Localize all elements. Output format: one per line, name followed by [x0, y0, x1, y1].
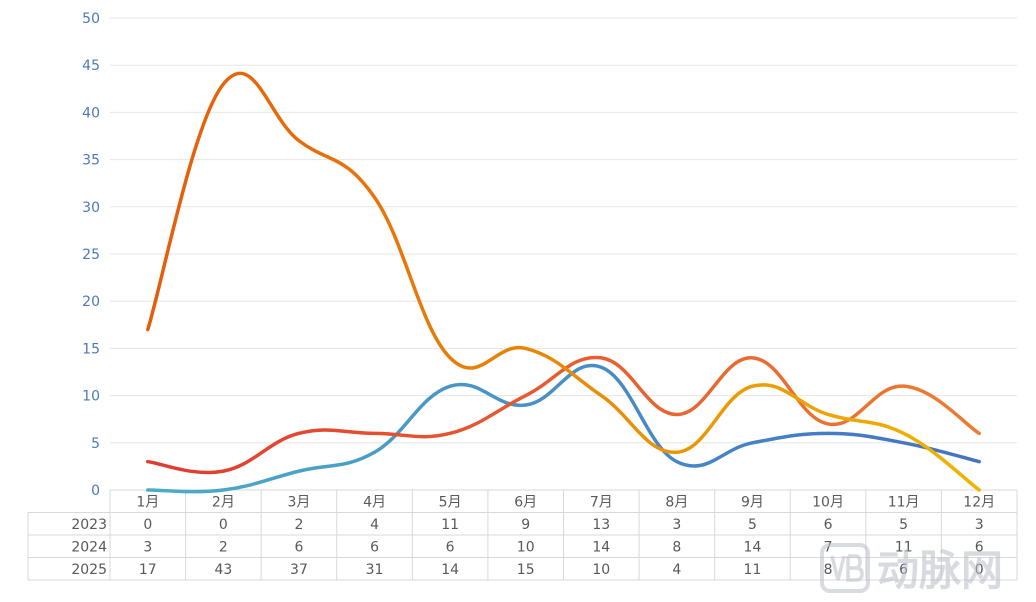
x-tick-label: 8月	[665, 494, 688, 510]
data-table-value: 15	[517, 562, 535, 578]
x-tick-label: 10月	[812, 494, 844, 510]
x-tick-label: 11月	[888, 494, 920, 510]
legend-label: 2025	[71, 562, 107, 578]
y-tick-label: 25	[82, 247, 100, 263]
x-tick-label: 3月	[287, 494, 310, 510]
data-table-value: 5	[748, 517, 757, 533]
data-table-value: 10	[517, 539, 535, 555]
data-table-value: 0	[975, 562, 984, 578]
data-table-value: 2	[219, 539, 228, 555]
x-tick-label: 7月	[590, 494, 613, 510]
series-line-2025	[146, 71, 981, 492]
y-tick-label: 35	[82, 153, 100, 169]
data-table-value: 14	[744, 539, 762, 555]
data-table-value: 6	[294, 539, 303, 555]
data-table-value: 14	[441, 562, 459, 578]
legend-label: 2023	[71, 517, 107, 533]
grid-lines	[110, 17, 1017, 444]
y-tick-label: 40	[82, 105, 100, 121]
data-table-value: 2	[294, 517, 303, 533]
y-tick-label: 5	[91, 436, 100, 452]
data-table-value: 11	[895, 539, 913, 555]
legend-label: 2024	[71, 539, 107, 555]
y-tick-label: 0	[91, 483, 100, 499]
watermark-text: 动脉网	[877, 546, 1003, 595]
data-table-value: 0	[219, 517, 228, 533]
data-table-value: 13	[592, 517, 610, 533]
y-tick-label: 10	[82, 389, 100, 405]
data-table-value: 6	[370, 539, 379, 555]
series-line-2023	[146, 363, 981, 494]
data-table-value: 11	[744, 562, 762, 578]
data-table-value: 8	[672, 539, 681, 555]
y-tick-label: 50	[82, 11, 100, 27]
data-table-value: 0	[143, 517, 152, 533]
data-table-value: 3	[143, 539, 152, 555]
data-table-value: 6	[446, 539, 455, 555]
data-table-value: 6	[824, 517, 833, 533]
data-table-value: 8	[824, 562, 833, 578]
data-table-value: 4	[370, 517, 379, 533]
y-tick-label: 20	[82, 294, 100, 310]
series-line-2024	[146, 355, 981, 475]
data-table-value: 37	[290, 562, 308, 578]
x-tick-label: 9月	[741, 494, 764, 510]
x-tick-label: 5月	[439, 494, 462, 510]
series-lines	[146, 71, 981, 494]
x-tick-label: 1月	[136, 494, 159, 510]
data-table-value: 3	[975, 517, 984, 533]
x-tick-label: 4月	[363, 494, 386, 510]
x-tick-label: 6月	[514, 494, 537, 510]
y-tick-label: 45	[82, 58, 100, 74]
data-table-value: 4	[672, 562, 681, 578]
data-table-value: 3	[672, 517, 681, 533]
data-table-value: 11	[441, 517, 459, 533]
data-table-value: 31	[366, 562, 384, 578]
watermark: 动脉网	[820, 543, 1003, 595]
y-axis-tick-labels: 0 5 10 15 20 25 30 35 40 45 50	[82, 11, 100, 499]
y-tick-label: 15	[82, 341, 100, 357]
x-tick-label: 12月	[963, 494, 995, 510]
data-table-value: 10	[592, 562, 610, 578]
data-table-value: 6	[975, 539, 984, 555]
data-table-value: 6	[899, 562, 908, 578]
data-table-value: 9	[521, 517, 530, 533]
vb-logo-icon	[820, 543, 870, 593]
data-table-value: 43	[214, 562, 232, 578]
data-table-value: 17	[139, 562, 157, 578]
y-tick-label: 30	[82, 200, 100, 216]
data-table-value: 5	[899, 517, 908, 533]
data-table-value: 14	[592, 539, 610, 555]
x-tick-label: 2月	[212, 494, 235, 510]
